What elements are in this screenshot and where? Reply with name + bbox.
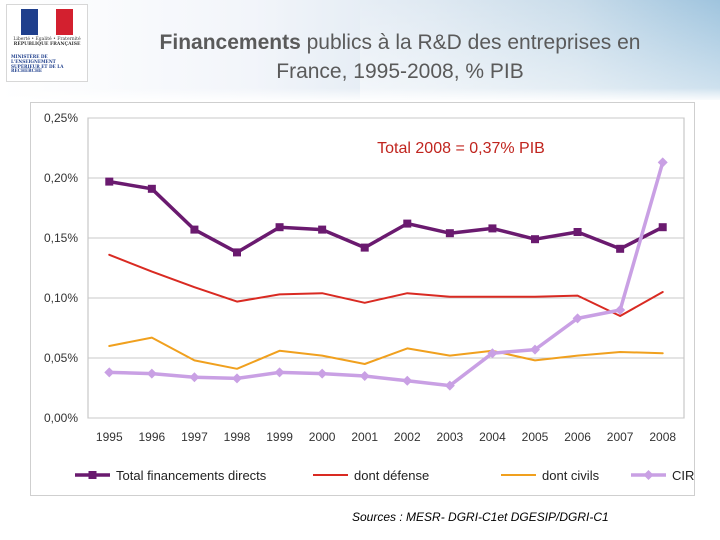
legend-marker: [88, 471, 97, 479]
x-tick-label: 2001: [351, 430, 378, 444]
sources-note: Sources : MESR- DGRI-C1et DGESIP/DGRI-C1: [352, 510, 609, 524]
data-point: [146, 368, 157, 379]
x-tick-label: 2004: [479, 430, 506, 444]
x-tick-label: 2003: [437, 430, 464, 444]
header-fade: [0, 88, 720, 102]
data-point: [572, 313, 583, 324]
data-point: [360, 243, 369, 252]
data-point: [573, 228, 582, 236]
data-point: [147, 184, 156, 193]
data-point: [615, 305, 626, 315]
data-point: [487, 348, 498, 359]
series-line: [107, 179, 665, 255]
data-point: [488, 224, 497, 233]
logo-motto: Liberté • Égalité • Fraternité RÉPUBLIQU…: [13, 37, 81, 47]
title-line-1: Financements publics à la R&D des entrep…: [100, 28, 700, 57]
data-point: [104, 367, 115, 378]
data-point: [444, 380, 455, 391]
data-point: [402, 375, 413, 386]
x-tick-label: 2007: [607, 430, 634, 444]
data-point: [274, 367, 285, 378]
header-background: [0, 0, 720, 100]
y-tick-label: 0,25%: [44, 111, 78, 125]
legend-label: CIR: [672, 468, 694, 483]
data-point: [318, 225, 327, 234]
chart-annotation: Total 2008 = 0,37% PIB: [377, 140, 545, 157]
y-tick-label: 0,10%: [44, 291, 78, 305]
legend-label: Total financements directs: [116, 468, 267, 483]
y-tick-label: 0,20%: [44, 171, 78, 185]
x-tick-label: 2000: [309, 430, 336, 444]
y-tick-label: 0,15%: [44, 231, 78, 245]
series-line: [107, 160, 665, 388]
x-tick-label: 2006: [564, 430, 591, 444]
french-flag-icon: [21, 9, 73, 35]
logo-ministry: MINISTÈRE DE L'ENSEIGNEMENT SUPÉRIEUR ET…: [11, 54, 64, 74]
x-tick-label: 1995: [96, 430, 123, 444]
data-point: [189, 372, 200, 383]
data-point: [657, 157, 668, 168]
series-line: [108, 253, 664, 317]
line-chart: 0,00% 0,05% 0,10% 0,15% 0,20% 0,25% 1995 1996 19…: [44, 111, 694, 483]
x-tick-label: 1998: [224, 430, 251, 444]
data-point: [275, 223, 284, 232]
y-tick-label: 0,05%: [44, 351, 78, 365]
x-tick-label: 1999: [266, 430, 293, 444]
data-point: [531, 235, 539, 244]
x-tick-label: 1997: [181, 430, 208, 444]
slide-title: Financements publics à la R&D des entrep…: [100, 28, 700, 86]
data-point: [530, 344, 540, 355]
x-tick-label: 2008: [649, 430, 676, 444]
data-point: [233, 248, 241, 257]
title-line-2: France, 1995-2008, % PIB: [276, 60, 524, 83]
title-line-1-rest: publics à la R&D des entreprises en: [300, 31, 641, 54]
data-point: [616, 244, 625, 253]
legend-label: dont défense: [354, 468, 429, 483]
legend-marker: [643, 470, 654, 480]
x-tick-label: 1996: [139, 430, 166, 444]
data-point: [658, 223, 667, 232]
data-point: [190, 225, 199, 234]
data-point: [232, 373, 242, 384]
data-point: [105, 177, 114, 186]
legend-label: dont civils: [542, 468, 600, 483]
data-point: [403, 219, 412, 228]
data-point: [317, 368, 328, 379]
x-tick-label: 2005: [522, 430, 549, 444]
title-emphasis: Financements: [159, 31, 301, 54]
ministry-logo: Liberté • Égalité • Fraternité RÉPUBLIQU…: [6, 4, 88, 82]
y-tick-label: 0,00%: [44, 411, 78, 425]
series-line: [108, 336, 664, 370]
chart-panel: 0,00% 0,05% 0,10% 0,15% 0,20% 0,25% 1995 1996 19…: [30, 102, 695, 496]
x-tick-label: 2002: [394, 430, 421, 444]
data-point: [359, 371, 370, 381]
plot-area: [87, 117, 685, 419]
data-point: [445, 229, 454, 238]
